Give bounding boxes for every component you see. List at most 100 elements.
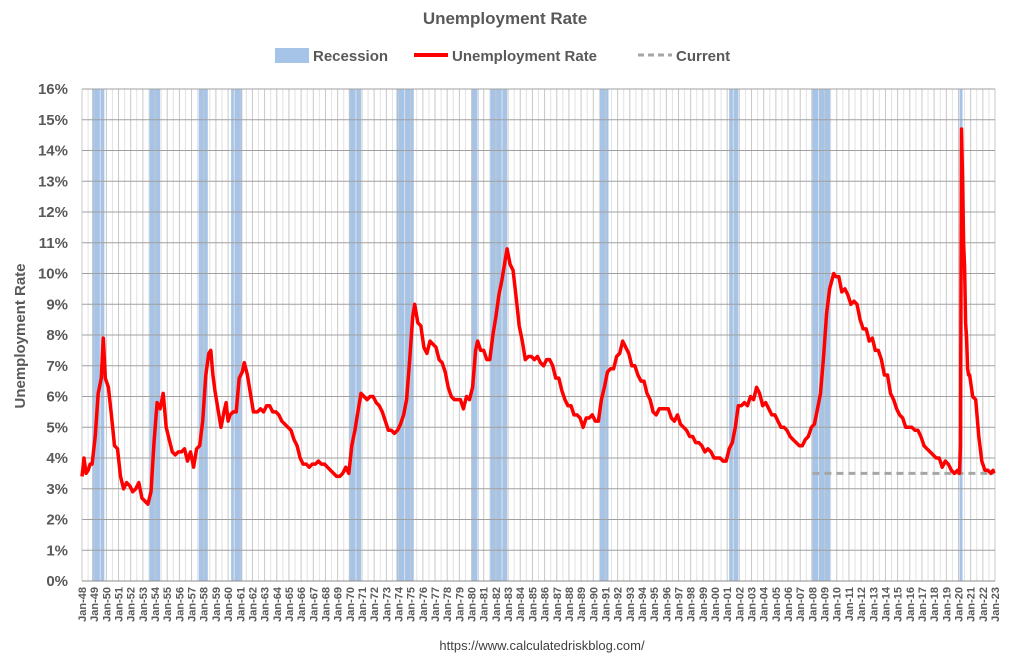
y-tick-label: 6% bbox=[46, 389, 68, 406]
x-tick-label: Jan-22 bbox=[978, 587, 990, 622]
x-tick-label: Jan-17 bbox=[917, 587, 929, 622]
x-tick-label: Jan-11 bbox=[844, 587, 856, 621]
unemployment-rate-line bbox=[80, 127, 996, 506]
legend-label-unemployment: Unemployment Rate bbox=[452, 48, 597, 65]
x-tick-label: Jan-89 bbox=[576, 587, 588, 622]
x-tick-label: Jan-55 bbox=[162, 587, 174, 622]
y-tick-label: 14% bbox=[38, 143, 68, 160]
x-tick-label: Jan-49 bbox=[89, 587, 101, 622]
x-tick-label: Jan-78 bbox=[442, 587, 454, 622]
x-tick-label: Jan-57 bbox=[187, 587, 199, 622]
x-tick-label: Jan-08 bbox=[807, 587, 819, 622]
x-tick-label: Jan-97 bbox=[673, 587, 685, 622]
y-tick-label: 4% bbox=[46, 450, 68, 467]
grid-lines bbox=[81, 88, 996, 582]
x-tick-label: Jan-73 bbox=[381, 587, 393, 622]
x-tick-label: Jan-98 bbox=[686, 587, 698, 622]
x-tick-label: Jan-13 bbox=[868, 587, 880, 622]
x-tick-label: Jan-09 bbox=[820, 587, 832, 622]
x-tick-label: Jan-70 bbox=[345, 587, 357, 622]
legend-label-recession: Recession bbox=[313, 48, 388, 65]
x-tick-label: Jan-48 bbox=[77, 587, 89, 622]
x-tick-label: Jan-58 bbox=[199, 587, 211, 622]
legend-swatch-recession bbox=[275, 48, 309, 63]
x-tick-label: Jan-72 bbox=[369, 587, 381, 622]
x-tick-label: Jan-95 bbox=[649, 587, 661, 622]
x-tick-label: Jan-91 bbox=[600, 587, 612, 622]
x-tick-label: Jan-14 bbox=[880, 586, 892, 622]
x-tick-label: Jan-50 bbox=[101, 587, 113, 622]
x-tick-label: Jan-86 bbox=[540, 587, 552, 622]
x-tick-label: Jan-76 bbox=[418, 587, 430, 622]
x-tick-label: Jan-51 bbox=[114, 587, 126, 622]
y-tick-label: 15% bbox=[38, 112, 68, 129]
x-tick-label: Jan-15 bbox=[893, 587, 905, 622]
x-tick-label: Jan-59 bbox=[211, 587, 223, 622]
x-tick-label: Jan-88 bbox=[564, 587, 576, 622]
x-tick-label: Jan-92 bbox=[613, 587, 625, 622]
y-tick-label: 12% bbox=[38, 204, 68, 221]
x-tick-label: Jan-06 bbox=[783, 587, 795, 622]
y-tick-label: 10% bbox=[38, 266, 68, 283]
x-axis-ticks: Jan-48 Jan-49 Jan-50 Jan-51 Jan-52 Jan-53 Jan-… bbox=[77, 586, 1002, 622]
y-tick-label: 7% bbox=[46, 358, 68, 375]
legend: Recession Unemployment Rate Current bbox=[275, 48, 730, 65]
x-tick-label: Jan-74 bbox=[394, 586, 406, 622]
x-tick-label: Jan-63 bbox=[260, 587, 272, 622]
y-axis-ticks: 0% 1% 2% 3% 4% 5% 6% 7% 8% 9% 10% 11% 12% 13% 14% 15% 16… bbox=[38, 81, 68, 590]
x-tick-label: Jan-20 bbox=[953, 587, 965, 622]
y-tick-label: 16% bbox=[38, 81, 68, 98]
x-tick-label: Jan-56 bbox=[174, 587, 186, 622]
x-tick-label: Jan-83 bbox=[503, 587, 515, 622]
y-tick-label: 3% bbox=[46, 481, 68, 498]
x-tick-label: Jan-18 bbox=[929, 587, 941, 622]
x-tick-label: Jan-61 bbox=[235, 587, 247, 622]
y-tick-label: 9% bbox=[46, 296, 68, 313]
x-tick-label: Jan-65 bbox=[284, 587, 296, 622]
x-tick-label: Jan-87 bbox=[552, 587, 564, 622]
x-tick-label: Jan-10 bbox=[832, 587, 844, 622]
x-tick-label: Jan-85 bbox=[527, 587, 539, 622]
x-tick-label: Jan-64 bbox=[272, 586, 284, 622]
x-tick-label: Jan-03 bbox=[747, 587, 759, 622]
x-tick-label: Jan-60 bbox=[223, 587, 235, 622]
x-tick-label: Jan-52 bbox=[126, 587, 138, 622]
x-tick-label: Jan-07 bbox=[795, 587, 807, 622]
x-tick-label: Jan-00 bbox=[710, 587, 722, 622]
x-tick-label: Jan-77 bbox=[430, 587, 442, 622]
x-tick-label: Jan-69 bbox=[333, 587, 345, 622]
x-tick-label: Jan-75 bbox=[406, 587, 418, 622]
x-tick-label: Jan-16 bbox=[905, 587, 917, 622]
source-url: https://www.calculatedriskblog.com/ bbox=[439, 638, 645, 653]
chart-title: Unemployment Rate bbox=[423, 9, 587, 28]
x-tick-label: Jan-80 bbox=[467, 587, 479, 622]
x-tick-label: Jan-66 bbox=[296, 587, 308, 622]
x-tick-label: Jan-71 bbox=[357, 587, 369, 622]
x-tick-label: Jan-12 bbox=[856, 587, 868, 622]
x-tick-label: Jan-94 bbox=[637, 586, 649, 622]
x-tick-label: Jan-04 bbox=[759, 586, 771, 622]
x-tick-label: Jan-21 bbox=[966, 587, 978, 622]
x-tick-label: Jan-19 bbox=[941, 587, 953, 622]
legend-label-current: Current bbox=[676, 48, 730, 65]
y-tick-label: 5% bbox=[46, 419, 68, 436]
x-tick-label: Jan-82 bbox=[491, 587, 503, 622]
x-tick-label: Jan-84 bbox=[515, 586, 527, 622]
y-tick-label: 8% bbox=[46, 327, 68, 344]
x-tick-label: Jan-05 bbox=[771, 587, 783, 622]
y-tick-label: 0% bbox=[46, 573, 68, 590]
x-tick-label: Jan-62 bbox=[247, 587, 259, 622]
x-tick-label: Jan-02 bbox=[734, 587, 746, 622]
x-tick-label: Jan-23 bbox=[990, 587, 1002, 622]
x-tick-label: Jan-54 bbox=[150, 586, 162, 622]
x-tick-label: Jan-53 bbox=[138, 587, 150, 622]
y-tick-label: 1% bbox=[46, 542, 68, 559]
y-tick-label: 2% bbox=[46, 512, 68, 529]
x-tick-label: Jan-67 bbox=[308, 587, 320, 622]
x-tick-label: Jan-96 bbox=[661, 587, 673, 622]
x-tick-label: Jan-90 bbox=[588, 587, 600, 622]
y-tick-label: 11% bbox=[39, 235, 68, 252]
x-tick-label: Jan-93 bbox=[625, 587, 637, 622]
x-tick-label: Jan-81 bbox=[479, 587, 491, 622]
